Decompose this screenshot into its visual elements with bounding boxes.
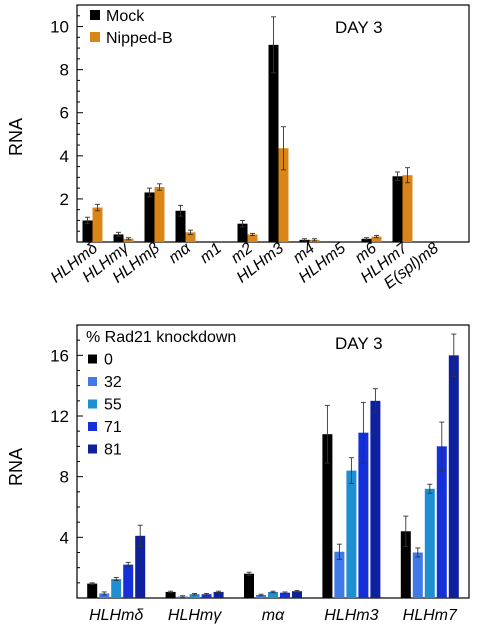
bar-1-0-0 [87,583,98,598]
y-tick-label: 8 [60,61,69,80]
legend-label: 32 [104,374,122,391]
y-tick-label: 8 [60,468,69,487]
legend-label: 55 [104,397,122,414]
bar-1-0-4 [400,531,411,598]
bar-0-1-3 [185,232,196,242]
bar-1-4-0 [135,535,146,598]
day-annotation: DAY 3 [335,18,383,37]
x-tick-label: HLHm7 [403,607,458,624]
x-tick-label: m1 [197,240,225,267]
bar-0-0-9 [361,238,372,242]
bar-1-4-1 [213,591,224,598]
y-tick-label: 2 [60,190,69,209]
bar-1-2-2 [268,591,278,598]
bar-0-0-0 [82,220,93,242]
y-tick-label: 4 [60,528,69,547]
bar-0-0-1 [113,234,124,242]
bar-0-1-1 [123,238,134,242]
bar-0-1-6 [278,148,289,242]
bar-0-0-5 [237,223,248,242]
bar-1-4-2 [292,591,302,598]
bar-1-3-1 [201,594,212,598]
day-annotation: DAY 3 [335,334,383,353]
legend-swatch [88,422,97,431]
y-tick-label: 16 [50,346,69,365]
bar-1-0-3 [322,434,333,598]
legend-swatch [88,399,97,409]
bar-0-0-10 [392,176,403,242]
bar-0-0-3 [175,210,186,242]
bar-1-1-0 [99,593,110,598]
bar-1-3-3 [358,432,369,598]
bar-1-2-1 [189,594,200,598]
y-tick-label: 12 [50,407,69,426]
bar-0-1-9 [371,236,382,242]
bar-1-0-2 [244,573,254,598]
bar-1-3-2 [280,592,290,598]
legend-swatch [90,10,100,20]
legend-label: 71 [104,419,122,436]
legend-swatch [88,377,97,386]
bar-0-1-2 [154,187,165,242]
bar-1-0-1 [165,591,176,598]
chart-rad21-knockdown: 4 8 12 16 RNA HLHmδ HLHmγ mα HLHm3 HLHm7 % Rad21 k… [6,324,470,624]
legend-swatch [90,32,100,42]
bar-1-1-4 [412,552,423,598]
legend-title: % Rad21 knockdown [86,329,236,346]
bar-1-2-3 [346,470,357,598]
bar-1-1-2 [256,594,266,598]
legend-label: 81 [104,442,122,459]
y-tick-label: 10 [50,18,69,37]
x-tick-label: HLHmγ [168,607,222,624]
bar-0-1-0 [92,207,103,242]
bar-1-3-0 [123,564,134,598]
y-tick-label: 6 [60,104,69,123]
x-tick-label: HLHmδ [89,607,144,624]
bar-1-2-4 [424,488,435,598]
legend-label: 0 [104,352,113,369]
y-tick-label: 4 [60,147,69,166]
bar-0-1-10 [402,175,413,242]
bar-1-4-4 [448,355,459,598]
y-axis-label: RNA [6,448,26,486]
legend-swatch [88,444,97,454]
bar-1-3-4 [436,446,447,598]
bar-0-1-5 [247,234,258,242]
legend-label: Mock [106,8,145,25]
bar-0-0-6 [268,44,279,242]
x-tick-label: HLHm3 [324,607,378,624]
x-tick-label: mα [166,239,195,267]
legend-swatch [88,354,97,364]
bar-1-1-3 [334,551,345,598]
x-tick-label: mα [262,607,285,624]
y-axis-label: RNA [6,118,26,156]
bar-0-0-2 [144,192,155,242]
bar-1-4-3 [370,400,381,598]
legend-label: Nipped-B [106,30,173,47]
bar-1-2-0 [111,579,122,598]
